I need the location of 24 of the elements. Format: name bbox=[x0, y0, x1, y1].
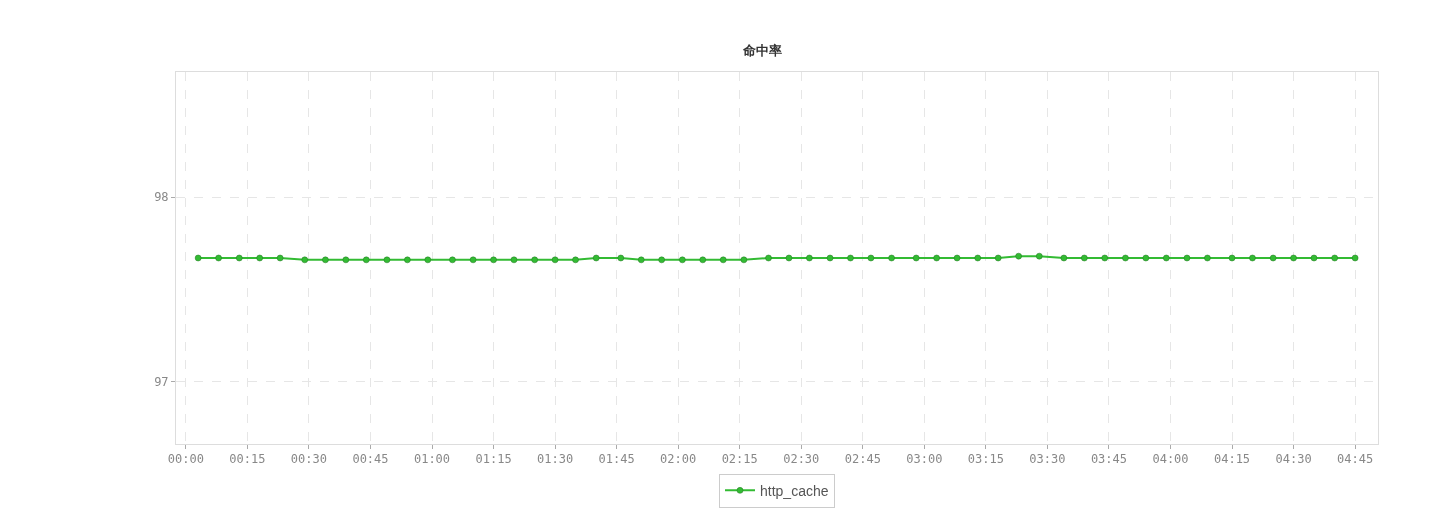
x-tick-label: 03:45 bbox=[1090, 452, 1128, 467]
y-tick-label: 97 bbox=[154, 374, 169, 389]
x-tick-label: 00:15 bbox=[229, 452, 266, 467]
x-tick-label: 03:00 bbox=[906, 452, 943, 467]
x-tick-label: 02:15 bbox=[721, 452, 758, 467]
x-tick-label: 03:15 bbox=[967, 452, 1004, 467]
x-tick-label: 01:00 bbox=[413, 452, 451, 467]
legend-label: http_cache bbox=[760, 482, 829, 499]
chart-title: 命中率 bbox=[741, 42, 782, 58]
x-tick-label: 03:30 bbox=[1029, 452, 1066, 467]
x-tick-label: 01:30 bbox=[537, 452, 574, 467]
x-tick-label: 04:00 bbox=[1152, 452, 1189, 467]
x-tick-label: 00:45 bbox=[352, 452, 389, 467]
x-tick-label: 02:00 bbox=[660, 452, 697, 467]
x-tick-label: 00:00 bbox=[167, 452, 204, 467]
x-tick-label: 02:30 bbox=[783, 452, 820, 467]
x-tick-label: 00:30 bbox=[290, 452, 327, 467]
x-tick-label: 02:45 bbox=[844, 452, 881, 467]
x-tick-label: 04:45 bbox=[1337, 452, 1374, 467]
x-tick-label: 04:30 bbox=[1275, 452, 1312, 467]
x-tick-label: 01:15 bbox=[475, 452, 512, 467]
x-tick-label: 04:15 bbox=[1213, 452, 1251, 467]
y-tick-label: 98 bbox=[154, 190, 169, 205]
x-tick-label: 01:45 bbox=[598, 452, 635, 467]
